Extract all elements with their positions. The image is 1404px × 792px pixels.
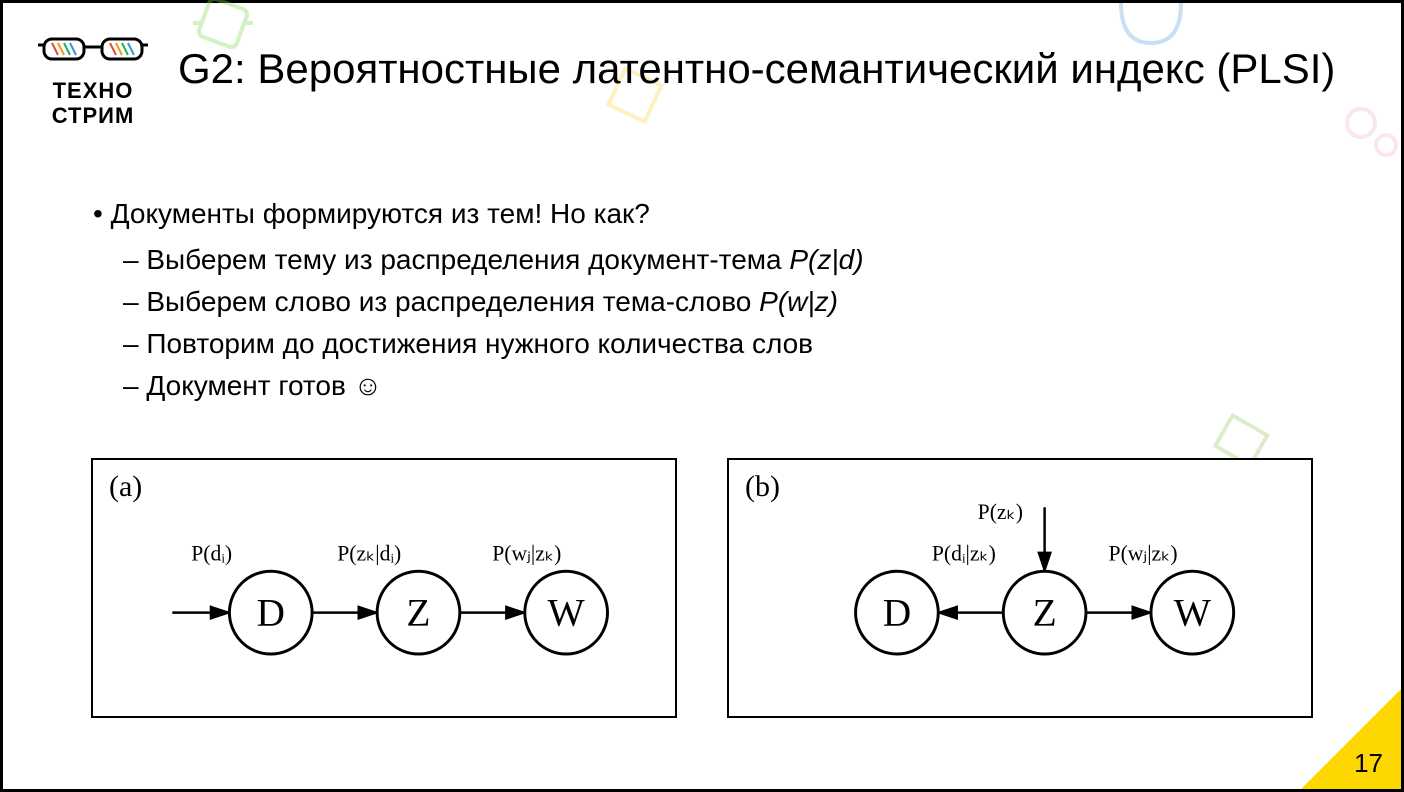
svg-text:P(zₖ): P(zₖ) [978,500,1023,524]
sub-bullet-4-text: Документ готов ☺ [146,370,382,401]
slide-container: ТЕХНО СТРИМ G2: Вероятностные латентно-с… [0,0,1404,792]
svg-text:Z: Z [1033,590,1057,634]
svg-text:P(wⱼ|zₖ): P(wⱼ|zₖ) [492,541,561,565]
corner-accent [1301,689,1401,789]
svg-text:W: W [1174,590,1212,634]
diagram-b-label: (b) [745,470,780,504]
diagram-b: (b) D Z W P(dᵢ|zₖ) P(wⱼ|zₖ) P(zₖ) [727,458,1313,718]
main-bullet: Документы формируются из тем! Но как? [93,193,1341,235]
logo: ТЕХНО СТРИМ [33,33,153,129]
svg-text:P(dᵢ): P(dᵢ) [191,541,232,565]
svg-text:P(dᵢ|zₖ): P(dᵢ|zₖ) [932,541,996,565]
diagram-a: (a) D Z W P(dᵢ) P(zₖ|dᵢ) P(wⱼ|zₖ) [91,458,677,718]
sub-bullet-3: Повторим до достижения нужного количеств… [123,323,1341,365]
svg-text:P(wⱼ|zₖ): P(wⱼ|zₖ) [1109,541,1178,565]
decoration-gears [1331,93,1404,173]
svg-text:D: D [883,590,911,634]
sub-bullet-2-text: Выберем слово из распределения тема-слов… [146,286,759,317]
diagram-a-label: (a) [109,470,142,504]
sub-bullet-1: Выберем тему из распределения документ-т… [123,239,1341,281]
svg-text:D: D [257,590,285,634]
content-block: Документы формируются из тем! Но как? Вы… [93,193,1341,407]
svg-text:W: W [548,590,586,634]
logo-text-line2: СТРИМ [33,103,153,128]
slide-title: G2: Вероятностные латентно-семантический… [178,43,1341,96]
diagrams-row: (a) D Z W P(dᵢ) P(zₖ|dᵢ) P(wⱼ|zₖ) (b) D Z W P(dᵢ… [91,458,1313,718]
diagram-b-svg: D Z W P(dᵢ|zₖ) P(wⱼ|zₖ) P(zₖ) [729,460,1311,716]
svg-text:P(zₖ|dᵢ): P(zₖ|dᵢ) [337,541,401,565]
slide-number: 17 [1354,748,1383,779]
svg-text:Z: Z [406,590,430,634]
logo-text-line1: ТЕХНО [33,78,153,103]
diagram-a-svg: D Z W P(dᵢ) P(zₖ|dᵢ) P(wⱼ|zₖ) [93,460,675,716]
sub-bullet-1-formula: P(z|d) [789,244,863,275]
sub-bullet-4: Документ готов ☺ [123,365,1341,407]
sub-bullet-3-text: Повторим до достижения нужного количеств… [146,328,813,359]
glasses-icon [38,33,148,65]
sub-bullet-2: Выберем слово из распределения тема-слов… [123,281,1341,323]
sub-bullet-2-formula: P(w|z) [759,286,838,317]
sub-bullet-1-text: Выберем тему из распределения документ-т… [146,244,789,275]
